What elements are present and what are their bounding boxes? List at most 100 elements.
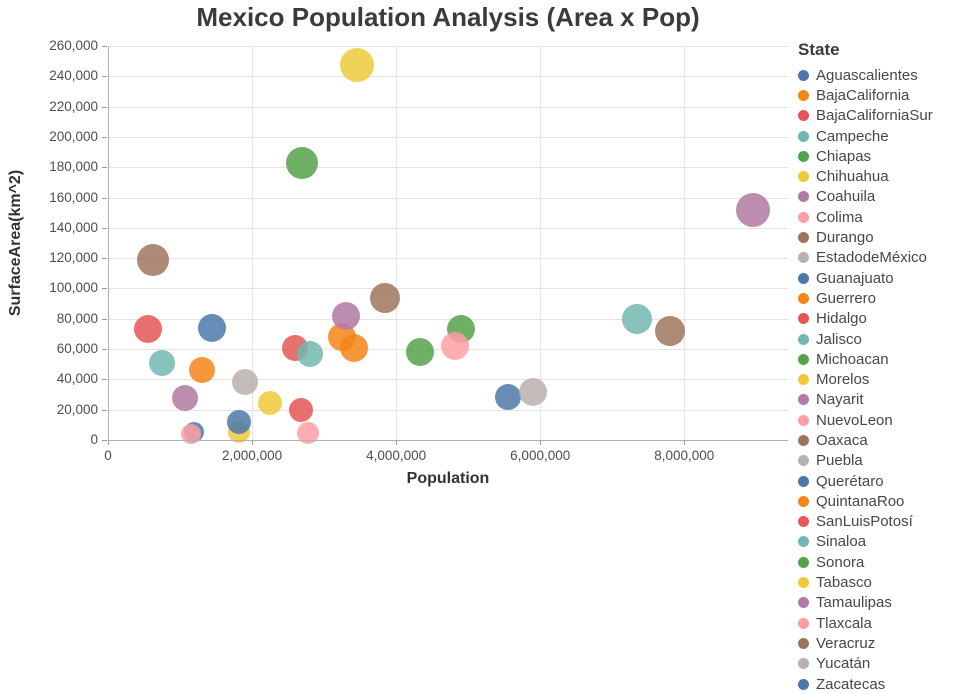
legend-item-QuintanaRoo[interactable]: QuintanaRoo <box>798 491 958 511</box>
y-tick-mark <box>102 379 107 381</box>
bubble-Tamaulipas[interactable] <box>331 302 360 331</box>
legend-item-label: Zacatecas <box>816 675 886 693</box>
bubble-Guerrero[interactable] <box>340 334 369 363</box>
legend-item-Durango[interactable]: Durango <box>798 227 958 247</box>
legend-item-label: Tamaulipas <box>816 594 892 612</box>
legend-item-label: Tlaxcala <box>816 614 872 632</box>
legend-swatch-icon <box>798 272 809 284</box>
bubble-Coahuila[interactable] <box>735 193 770 228</box>
legend-swatch-icon <box>798 414 809 426</box>
legend-item-label: Sonora <box>816 553 865 571</box>
y-tick-mark <box>102 318 107 320</box>
legend-item-Chihuahua[interactable]: Chihuahua <box>798 166 958 186</box>
legend-item-Chiapas[interactable]: Chiapas <box>798 146 958 166</box>
legend-item-Hidalgo[interactable]: Hidalgo <box>798 309 958 329</box>
gridline-horizontal <box>108 76 788 78</box>
legend-item-Puebla[interactable]: Puebla <box>798 451 958 471</box>
legend-item-Morelos[interactable]: Morelos <box>798 369 958 389</box>
legend-swatch-icon <box>798 374 809 386</box>
bubble-QuintanaRoo[interactable] <box>188 357 215 384</box>
gridline-horizontal <box>108 106 788 108</box>
legend-item-label: BajaCalifornia <box>816 86 910 104</box>
y-tick-label: 220,000 <box>49 98 98 114</box>
bubble-Tlaxcala[interactable] <box>180 423 201 444</box>
bubble-Guanajuato[interactable] <box>494 383 521 410</box>
x-tick-label: 8,000,000 <box>654 448 715 463</box>
y-axis-line <box>108 46 109 440</box>
legend-item-Aguascalientes[interactable]: Aguascalientes <box>798 65 958 85</box>
legend-item-BajaCalifornia[interactable]: BajaCalifornia <box>798 85 958 105</box>
bubble-Tabasco[interactable] <box>258 390 283 415</box>
legend-item-BajaCaliforniaSur[interactable]: BajaCaliforniaSur <box>798 106 958 126</box>
legend-item-Sonora[interactable]: Sonora <box>798 552 958 572</box>
plot-area <box>108 46 788 445</box>
legend-item-Guerrero[interactable]: Guerrero <box>798 288 958 308</box>
legend-swatch-icon <box>798 232 809 244</box>
bubble-Veracruz[interactable] <box>654 315 685 346</box>
legend-swatch-icon <box>798 252 809 264</box>
x-tick-label: 2,000,000 <box>222 448 283 463</box>
bubble-Michoacan[interactable] <box>405 338 434 367</box>
bubble-Hidalgo[interactable] <box>289 398 314 423</box>
bubble-Zacatecas[interactable] <box>198 313 227 342</box>
legend-item-Oaxaca[interactable]: Oaxaca <box>798 430 958 450</box>
gridline-horizontal <box>108 409 788 411</box>
y-tick-label: 260,000 <box>49 38 98 53</box>
bubble-Querétaro[interactable] <box>227 409 252 434</box>
bubble-Sonora[interactable] <box>286 146 319 179</box>
legend-swatch-icon <box>798 434 809 446</box>
bubble-Colima[interactable] <box>297 422 320 445</box>
bubble-BajaCaliforniaSur[interactable] <box>134 314 163 343</box>
legend-item-Yucatán[interactable]: Yucatán <box>798 654 958 674</box>
bubble-Jalisco[interactable] <box>622 303 653 334</box>
legend-item-EstadodeMéxico[interactable]: EstadodeMéxico <box>798 248 958 268</box>
legend-item-SanLuisPotosí[interactable]: SanLuisPotosí <box>798 512 958 532</box>
bubble-Yucatán[interactable] <box>231 368 258 395</box>
legend-item-label: Campeche <box>816 127 889 145</box>
legend-item-label: Hidalgo <box>816 310 867 328</box>
legend-swatch-icon <box>798 130 809 142</box>
bubble-Sinaloa[interactable] <box>296 340 323 367</box>
legend-swatch-icon <box>798 577 809 589</box>
legend-item-Colima[interactable]: Colima <box>798 207 958 227</box>
legend-item-Jalisco[interactable]: Jalisco <box>798 329 958 349</box>
legend: State Aguascalientes BajaCalifornia BajaCa… <box>798 40 958 694</box>
bubble-Oaxaca[interactable] <box>370 282 401 313</box>
bubble-Puebla[interactable] <box>519 377 547 406</box>
legend-item-Sinaloa[interactable]: Sinaloa <box>798 532 958 552</box>
legend-item-Nayarit[interactable]: Nayarit <box>798 390 958 410</box>
y-tick-mark <box>102 227 107 229</box>
legend-item-Tlaxcala[interactable]: Tlaxcala <box>798 613 958 633</box>
bubble-NuevoLeon[interactable] <box>441 332 470 361</box>
legend-swatch-icon <box>798 110 809 122</box>
y-tick-mark <box>102 106 107 108</box>
y-tick-mark <box>102 46 107 47</box>
bubble-Chihuahua[interactable] <box>339 47 374 82</box>
legend-item-label: Michoacan <box>816 350 889 368</box>
gridline-horizontal <box>108 258 788 260</box>
gridline-vertical <box>396 46 398 440</box>
legend-item-label: EstadodeMéxico <box>816 249 927 267</box>
legend-item-Campeche[interactable]: Campeche <box>798 126 958 146</box>
y-tick-label: 60,000 <box>56 341 98 357</box>
y-tick-mark <box>102 440 107 441</box>
legend-item-Coahuila[interactable]: Coahuila <box>798 187 958 207</box>
legend-item-label: Aguascalientes <box>816 66 918 84</box>
legend-item-NuevoLeon[interactable]: NuevoLeon <box>798 410 958 430</box>
bubble-Nayarit[interactable] <box>172 384 199 411</box>
legend-item-Tabasco[interactable]: Tabasco <box>798 572 958 592</box>
legend-item-label: Guanajuato <box>816 269 894 287</box>
legend-swatch-icon <box>798 150 809 162</box>
legend-item-Guanajuato[interactable]: Guanajuato <box>798 268 958 288</box>
y-tick-label: 240,000 <box>49 68 98 84</box>
legend-item-label: Jalisco <box>816 330 862 348</box>
legend-item-Veracruz[interactable]: Veracruz <box>798 633 958 653</box>
legend-item-Tamaulipas[interactable]: Tamaulipas <box>798 593 958 613</box>
x-axis-line <box>108 440 788 441</box>
bubble-Campeche[interactable] <box>149 349 176 376</box>
bubble-Durango[interactable] <box>136 244 169 277</box>
legend-swatch-icon <box>798 637 809 649</box>
legend-item-Querétaro[interactable]: Querétaro <box>798 471 958 491</box>
legend-item-Michoacan[interactable]: Michoacan <box>798 349 958 369</box>
legend-item-Zacatecas[interactable]: Zacatecas <box>798 674 958 694</box>
